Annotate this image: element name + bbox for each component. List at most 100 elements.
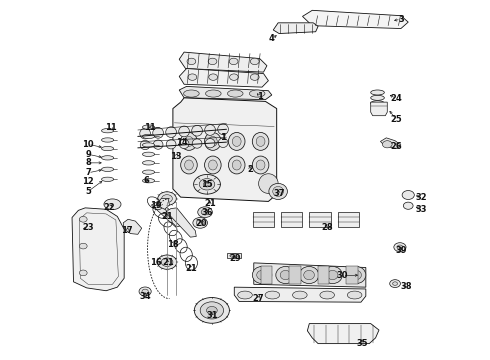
Text: 32: 32 [416,193,427,202]
Polygon shape [309,212,331,227]
Ellipse shape [204,156,221,174]
Ellipse shape [232,136,241,147]
Ellipse shape [230,74,238,80]
Ellipse shape [199,179,215,190]
Ellipse shape [161,258,173,266]
Ellipse shape [394,243,406,252]
Polygon shape [307,324,379,343]
Polygon shape [179,52,267,72]
Ellipse shape [188,74,197,80]
Text: 38: 38 [400,282,412,291]
Text: 10: 10 [82,140,94,149]
Ellipse shape [320,291,335,299]
Ellipse shape [158,192,176,205]
Ellipse shape [143,134,155,139]
Text: 9: 9 [85,150,91,159]
Ellipse shape [101,138,114,142]
Ellipse shape [205,139,215,148]
Text: 15: 15 [201,180,213,189]
Ellipse shape [185,136,194,147]
Ellipse shape [143,125,155,129]
Text: 23: 23 [82,222,94,231]
Ellipse shape [200,302,223,319]
Text: 7: 7 [85,168,91,177]
Ellipse shape [390,280,400,288]
Ellipse shape [184,90,199,97]
Ellipse shape [256,160,265,170]
FancyBboxPatch shape [261,266,272,284]
Ellipse shape [140,128,150,139]
Ellipse shape [201,209,209,215]
Ellipse shape [179,139,189,149]
Ellipse shape [101,129,114,133]
FancyBboxPatch shape [289,266,301,284]
Ellipse shape [181,132,197,150]
Text: 29: 29 [229,254,241,263]
Ellipse shape [250,74,259,80]
Polygon shape [173,98,277,202]
Text: 11: 11 [105,123,117,132]
Ellipse shape [397,245,403,249]
Ellipse shape [101,156,114,160]
Text: 1: 1 [257,91,263,100]
Polygon shape [302,10,408,28]
Ellipse shape [382,141,392,148]
Ellipse shape [402,190,415,199]
Text: 28: 28 [321,222,333,231]
Ellipse shape [142,289,148,294]
Ellipse shape [257,270,268,280]
Text: 36: 36 [201,208,213,217]
Text: 1: 1 [220,132,226,141]
Ellipse shape [228,156,245,174]
Text: 21: 21 [204,199,216,208]
Ellipse shape [249,90,265,97]
Ellipse shape [206,306,217,314]
Ellipse shape [162,195,172,203]
Text: 14: 14 [176,138,188,147]
Ellipse shape [205,125,216,135]
Text: 13: 13 [170,152,182,161]
Polygon shape [371,102,387,116]
Text: 19: 19 [150,201,162,210]
Ellipse shape [265,291,280,299]
Ellipse shape [250,58,259,64]
Ellipse shape [256,136,265,147]
Text: 37: 37 [273,189,285,198]
Ellipse shape [157,255,177,269]
Ellipse shape [293,291,307,299]
Ellipse shape [232,160,241,170]
Ellipse shape [280,270,291,280]
Ellipse shape [259,174,278,193]
Ellipse shape [153,127,164,138]
Text: 31: 31 [206,311,218,320]
Ellipse shape [208,136,217,147]
Ellipse shape [193,217,207,228]
Text: 11: 11 [144,123,156,132]
Text: 8: 8 [85,158,91,167]
FancyBboxPatch shape [318,266,329,284]
Polygon shape [254,263,366,287]
Ellipse shape [143,179,155,183]
Ellipse shape [230,254,239,257]
Ellipse shape [143,143,155,147]
Text: 22: 22 [104,203,116,212]
Ellipse shape [139,287,151,296]
Text: 33: 33 [416,205,427,214]
Polygon shape [179,86,272,100]
Ellipse shape [205,90,221,97]
Ellipse shape [143,152,155,157]
Ellipse shape [196,220,204,226]
Ellipse shape [192,125,202,136]
Text: 16: 16 [150,258,162,267]
Text: 24: 24 [390,94,402,103]
Ellipse shape [252,156,269,174]
Polygon shape [179,68,269,87]
Text: 21: 21 [186,264,197,273]
Text: 30: 30 [337,271,348,280]
Ellipse shape [192,139,202,148]
Polygon shape [156,199,170,209]
Text: 18: 18 [167,240,179,249]
Ellipse shape [403,202,413,209]
Ellipse shape [392,282,397,285]
Text: 25: 25 [390,115,402,124]
